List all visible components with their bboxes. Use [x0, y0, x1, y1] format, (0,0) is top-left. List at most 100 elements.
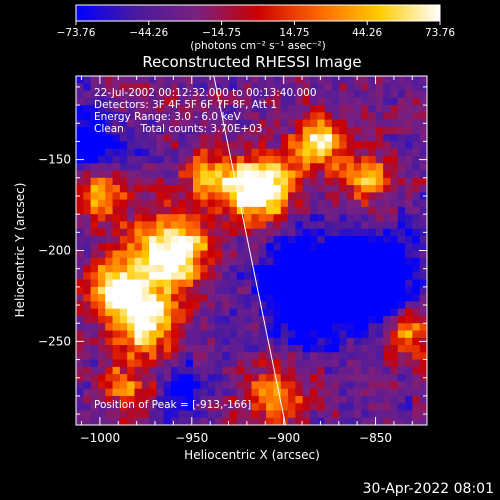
heatmap-cell — [141, 388, 150, 397]
heatmap-cell — [251, 119, 260, 128]
heatmap-cell — [207, 403, 216, 412]
heatmap-cell — [331, 90, 340, 99]
heatmap-cell — [368, 337, 377, 346]
heatmap-cell — [405, 294, 413, 302]
heatmap-cell — [288, 315, 296, 324]
heatmap-cell — [412, 410, 421, 419]
heatmap-cell — [353, 272, 362, 281]
heatmap-cell — [200, 199, 209, 208]
heatmap-cell — [171, 105, 179, 113]
heatmap-cell — [163, 410, 172, 419]
heatmap-cell — [149, 112, 158, 121]
heatmap-cell — [419, 330, 427, 339]
heatmap-cell — [266, 192, 275, 201]
heatmap-cell — [90, 257, 99, 266]
heatmap-cell — [412, 228, 421, 237]
heatmap-cell — [185, 163, 194, 172]
heatmap-cell — [280, 148, 289, 157]
heatmap-cell — [317, 235, 326, 244]
heatmap-cell — [397, 315, 406, 324]
heatmap-cell — [244, 214, 253, 223]
heatmap-cell — [251, 395, 260, 404]
heatmap-cell — [127, 374, 136, 382]
heatmap-cell — [310, 112, 318, 121]
heatmap-cell — [156, 141, 165, 150]
heatmap-cell — [317, 192, 326, 201]
heatmap-cell — [244, 250, 253, 259]
heatmap-cell — [112, 286, 121, 295]
heatmap-cell — [156, 97, 165, 106]
heatmap-cell — [273, 119, 282, 128]
heatmap-cell — [112, 199, 121, 208]
heatmap-cell — [258, 221, 267, 230]
heatmap-cell — [405, 250, 413, 259]
heatmap-cell — [317, 119, 326, 128]
heatmap-cell — [251, 417, 260, 425]
colorbar-tick-label: −44.26 — [129, 27, 168, 39]
heatmap-cell — [273, 294, 282, 302]
heatmap-cell — [346, 185, 355, 193]
heatmap-cell — [273, 199, 282, 208]
heatmap-cell — [405, 206, 413, 215]
heatmap-cell — [390, 235, 399, 244]
heatmap-cell — [251, 76, 260, 84]
heatmap-cell — [280, 359, 289, 368]
heatmap-cell — [222, 155, 231, 164]
heatmap-cell — [207, 235, 216, 244]
heatmap-cell — [361, 345, 370, 353]
heatmap-cell — [105, 243, 114, 252]
heatmap-cell — [368, 83, 377, 92]
heatmap-cell — [214, 337, 223, 346]
heatmap-cell — [83, 112, 92, 121]
heatmap-cell — [222, 403, 231, 412]
heatmap-cell — [266, 381, 275, 390]
heatmap-cell — [207, 105, 216, 113]
heatmap-cell — [149, 294, 158, 302]
heatmap-cell — [383, 221, 392, 230]
heatmap-cell — [193, 235, 201, 244]
heatmap-cell — [390, 185, 399, 193]
heatmap-cell — [236, 366, 245, 375]
heatmap-cell — [163, 323, 172, 332]
heatmap-cell — [353, 388, 362, 397]
heatmap-cell — [222, 185, 231, 193]
heatmap-cell — [141, 403, 150, 412]
heatmap-cell — [134, 257, 143, 266]
heatmap-cell — [141, 192, 150, 201]
heatmap-cell — [156, 294, 165, 302]
heatmap-cell — [244, 126, 253, 135]
heatmap-cell — [353, 337, 362, 346]
heatmap-cell — [324, 279, 333, 288]
heatmap-cell — [273, 221, 282, 230]
heatmap-cell — [346, 90, 355, 99]
heatmap-cell — [163, 308, 172, 317]
solar-limb-line — [213, 76, 286, 425]
heatmap-cell — [302, 235, 311, 244]
heatmap-cell — [236, 330, 245, 339]
heatmap-cell — [412, 359, 421, 368]
heatmap-cell — [105, 199, 114, 208]
heatmap-cell — [149, 97, 158, 106]
heatmap-cell — [83, 134, 92, 143]
heatmap-cell — [288, 257, 296, 266]
heatmap-cell — [375, 294, 384, 302]
heatmap-cell — [324, 366, 333, 375]
heatmap-cell — [156, 381, 165, 390]
heatmap-cell — [419, 214, 427, 223]
heatmap-cell — [105, 119, 114, 128]
heatmap-cell — [112, 330, 121, 339]
heatmap-cell — [236, 352, 245, 361]
heatmap-cell — [288, 76, 296, 84]
heatmap-cell — [236, 286, 245, 295]
heatmap-cell — [339, 250, 348, 259]
heatmap-cell — [134, 279, 143, 288]
heatmap-cell — [302, 330, 311, 339]
heatmap-cell — [273, 352, 282, 361]
heatmap-cell — [302, 359, 311, 368]
heatmap-cell — [141, 308, 150, 317]
heatmap-cell — [405, 119, 413, 128]
heatmap-cell — [383, 163, 392, 172]
heatmap-cell — [141, 359, 150, 368]
heatmap-cell — [163, 366, 172, 375]
heatmap-cell — [207, 192, 216, 201]
